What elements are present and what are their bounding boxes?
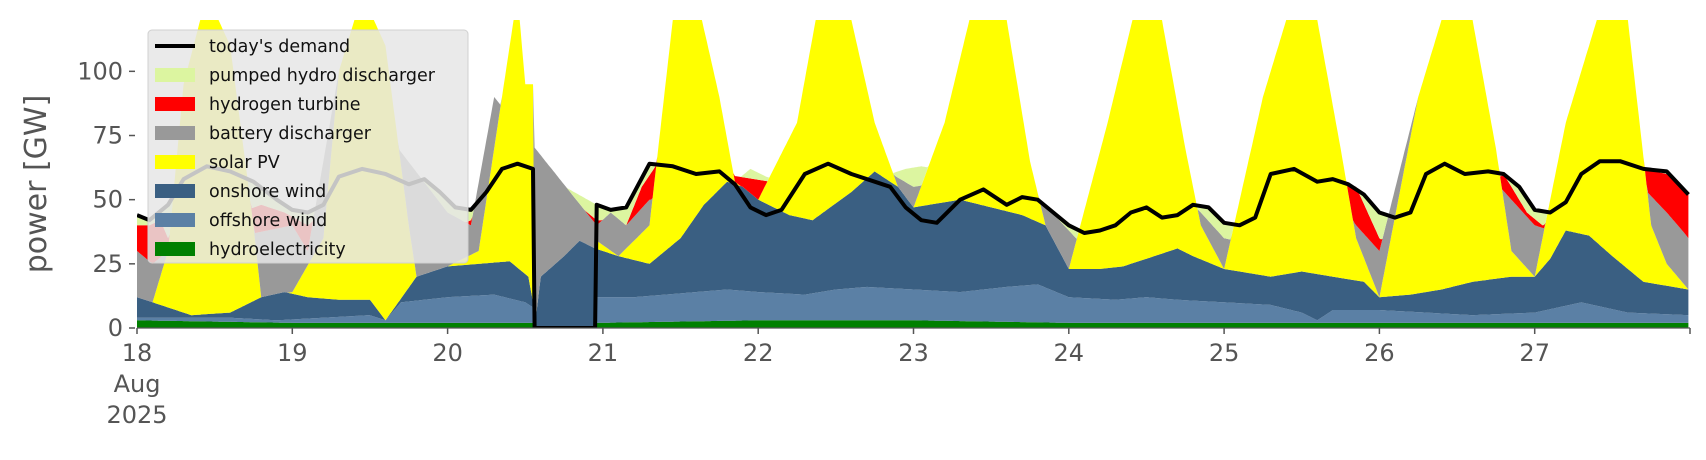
legend-item-offshore-wind: offshore wind <box>155 211 327 231</box>
stacked-areas <box>137 20 1689 328</box>
legend-item-hydrogen-turbine: hydrogen turbine <box>155 95 361 115</box>
y-axis-title: power [GW] <box>19 95 54 274</box>
legend-swatch <box>155 242 195 256</box>
legend-swatch <box>155 213 195 227</box>
offshore-wind-area <box>137 284 1689 328</box>
legend-label: hydroelectricity <box>209 240 346 260</box>
legend-item-onshore-wind: onshore wind <box>155 182 326 202</box>
x-tick-sublabel: Aug <box>114 370 161 398</box>
legend-swatch <box>155 68 195 82</box>
legend-item-today-s-demand: today's demand <box>155 37 350 57</box>
legend: today's demand pumped hydro discharger hyd… <box>147 29 469 264</box>
x-tick-label: 23 <box>898 339 929 367</box>
solar-pv-area <box>137 20 1689 328</box>
legend-item-hydroelectricity: hydroelectricity <box>155 240 346 260</box>
y-tick-label: 100 <box>77 57 123 85</box>
legend-label: offshore wind <box>209 211 327 231</box>
x-tick-label: 25 <box>1209 339 1240 367</box>
legend-item-pumped-hydro-discharger: pumped hydro discharger <box>155 66 436 86</box>
legend-label: onshore wind <box>209 182 326 202</box>
legend-label: battery discharger <box>209 124 372 144</box>
hydroelectricity-area <box>137 320 1689 328</box>
legend-item-battery-discharger: battery discharger <box>155 124 372 144</box>
x-tick-sublabel: 2025 <box>106 401 167 429</box>
legend-label: pumped hydro discharger <box>209 66 436 86</box>
x-tick-label: 27 <box>1519 339 1550 367</box>
legend-label: today's demand <box>209 37 350 57</box>
legend-label: solar PV <box>209 153 280 173</box>
x-tick-label: 22 <box>743 339 774 367</box>
x-tick-label: 21 <box>588 339 619 367</box>
axes: 0 25 50 75 100 18 Aug 2025 19 20 21 22 23 24 25 26 27 pow… <box>19 57 1691 429</box>
pumped-hydro-discharger-area <box>137 20 1689 240</box>
x-tick-label: 26 <box>1364 339 1395 367</box>
legend-swatch <box>155 184 195 198</box>
legend-swatch <box>155 155 195 169</box>
legend-label: hydrogen turbine <box>209 95 361 115</box>
legend-box <box>147 29 469 264</box>
legend-item-solar-pv: solar PV <box>155 153 280 173</box>
x-tick-label: 19 <box>277 339 308 367</box>
y-tick-label: 50 <box>92 186 123 214</box>
legend-swatch <box>155 97 195 111</box>
y-tick-label: 25 <box>92 250 123 278</box>
x-tick-label: 18 <box>122 339 153 367</box>
y-tick-label: 0 <box>108 314 123 342</box>
legend-swatch <box>155 126 195 140</box>
y-tick-label: 75 <box>92 122 123 150</box>
x-tick-label: 20 <box>432 339 463 367</box>
x-tick-label: 24 <box>1054 339 1085 367</box>
onshore-wind-area <box>137 171 1689 328</box>
